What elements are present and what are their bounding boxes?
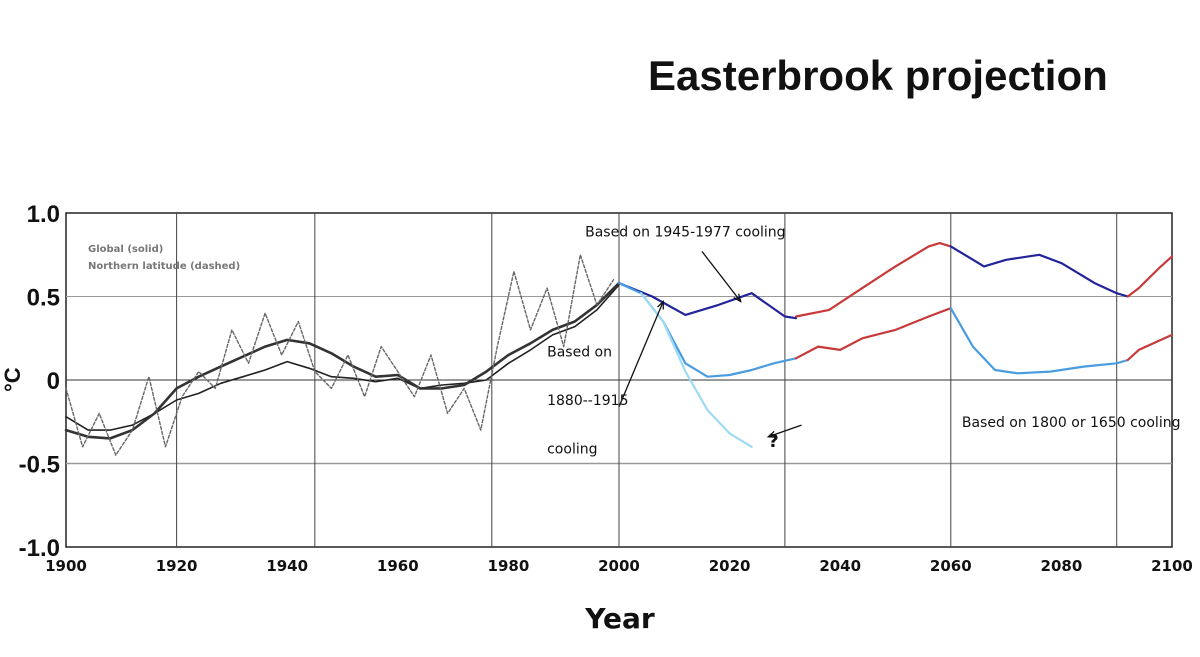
x-tick-5: 2000 — [598, 557, 640, 575]
series-line-11 — [1126, 333, 1174, 362]
y-tick-2: 0 — [47, 368, 60, 395]
annotation-arrowhead-0 — [733, 293, 742, 303]
series-layer — [64, 242, 1174, 456]
series-line-6 — [794, 242, 952, 318]
annotation-1: Based on — [547, 345, 612, 361]
text-layer: 1900 1920 1940 1960 1980 2000 2020 2040 2060 2080… — [19, 201, 1193, 575]
legend-item-global: Global (solid) — [88, 244, 163, 255]
chart-title: Easterbrook projection — [648, 52, 1108, 99]
series-line-1 — [64, 281, 621, 440]
y-tick-0: 1.0 — [27, 201, 60, 228]
series-line-7 — [794, 307, 952, 360]
y-tick-1: 0.5 — [27, 285, 60, 312]
series-line-3 — [617, 282, 798, 320]
series-line-5 — [639, 292, 753, 448]
annotation-arrow-0 — [701, 251, 742, 302]
x-tick-0: 1900 — [45, 557, 87, 575]
x-tick-3: 1960 — [377, 557, 419, 575]
series-line-2 — [65, 254, 615, 456]
x-tick-8: 2060 — [930, 557, 972, 575]
y-tick-4: -1.0 — [19, 535, 60, 562]
annotation-3: cooling — [547, 441, 597, 457]
annotation-2: 1880--1915 — [547, 393, 628, 409]
y-axis-label: °C — [0, 367, 25, 392]
annotation-arrowhead-2 — [766, 430, 777, 438]
annotation-arrow-1 — [618, 301, 664, 407]
grid-layer — [65, 212, 1173, 548]
series-line-9 — [949, 307, 1129, 375]
annotation-arrowhead-1 — [657, 299, 664, 310]
legend: Global (solid) Northern latitude (dashed… — [88, 244, 240, 272]
legend-item-northern: Northern latitude (dashed) — [88, 261, 240, 272]
y-tick-3: -0.5 — [19, 452, 60, 479]
x-tick-1: 1920 — [156, 557, 198, 575]
annotation-0: Based on 1945-1977 cooling — [585, 224, 785, 240]
x-tick-9: 2080 — [1041, 557, 1083, 575]
annotation-4: Based on 1800 or 1650 cooling — [962, 415, 1181, 431]
series-line-10 — [1126, 255, 1174, 298]
x-tick-4: 1980 — [488, 557, 530, 575]
annotation-arrow-2 — [768, 424, 802, 438]
x-axis-label: Year — [584, 602, 655, 635]
x-tick-7: 2040 — [819, 557, 861, 575]
x-tick-6: 2020 — [709, 557, 751, 575]
annotation-5: ? — [768, 431, 778, 452]
series-line-8 — [949, 245, 1129, 298]
x-tick-2: 1940 — [266, 557, 308, 575]
x-tick-10: 2100 — [1151, 557, 1193, 575]
